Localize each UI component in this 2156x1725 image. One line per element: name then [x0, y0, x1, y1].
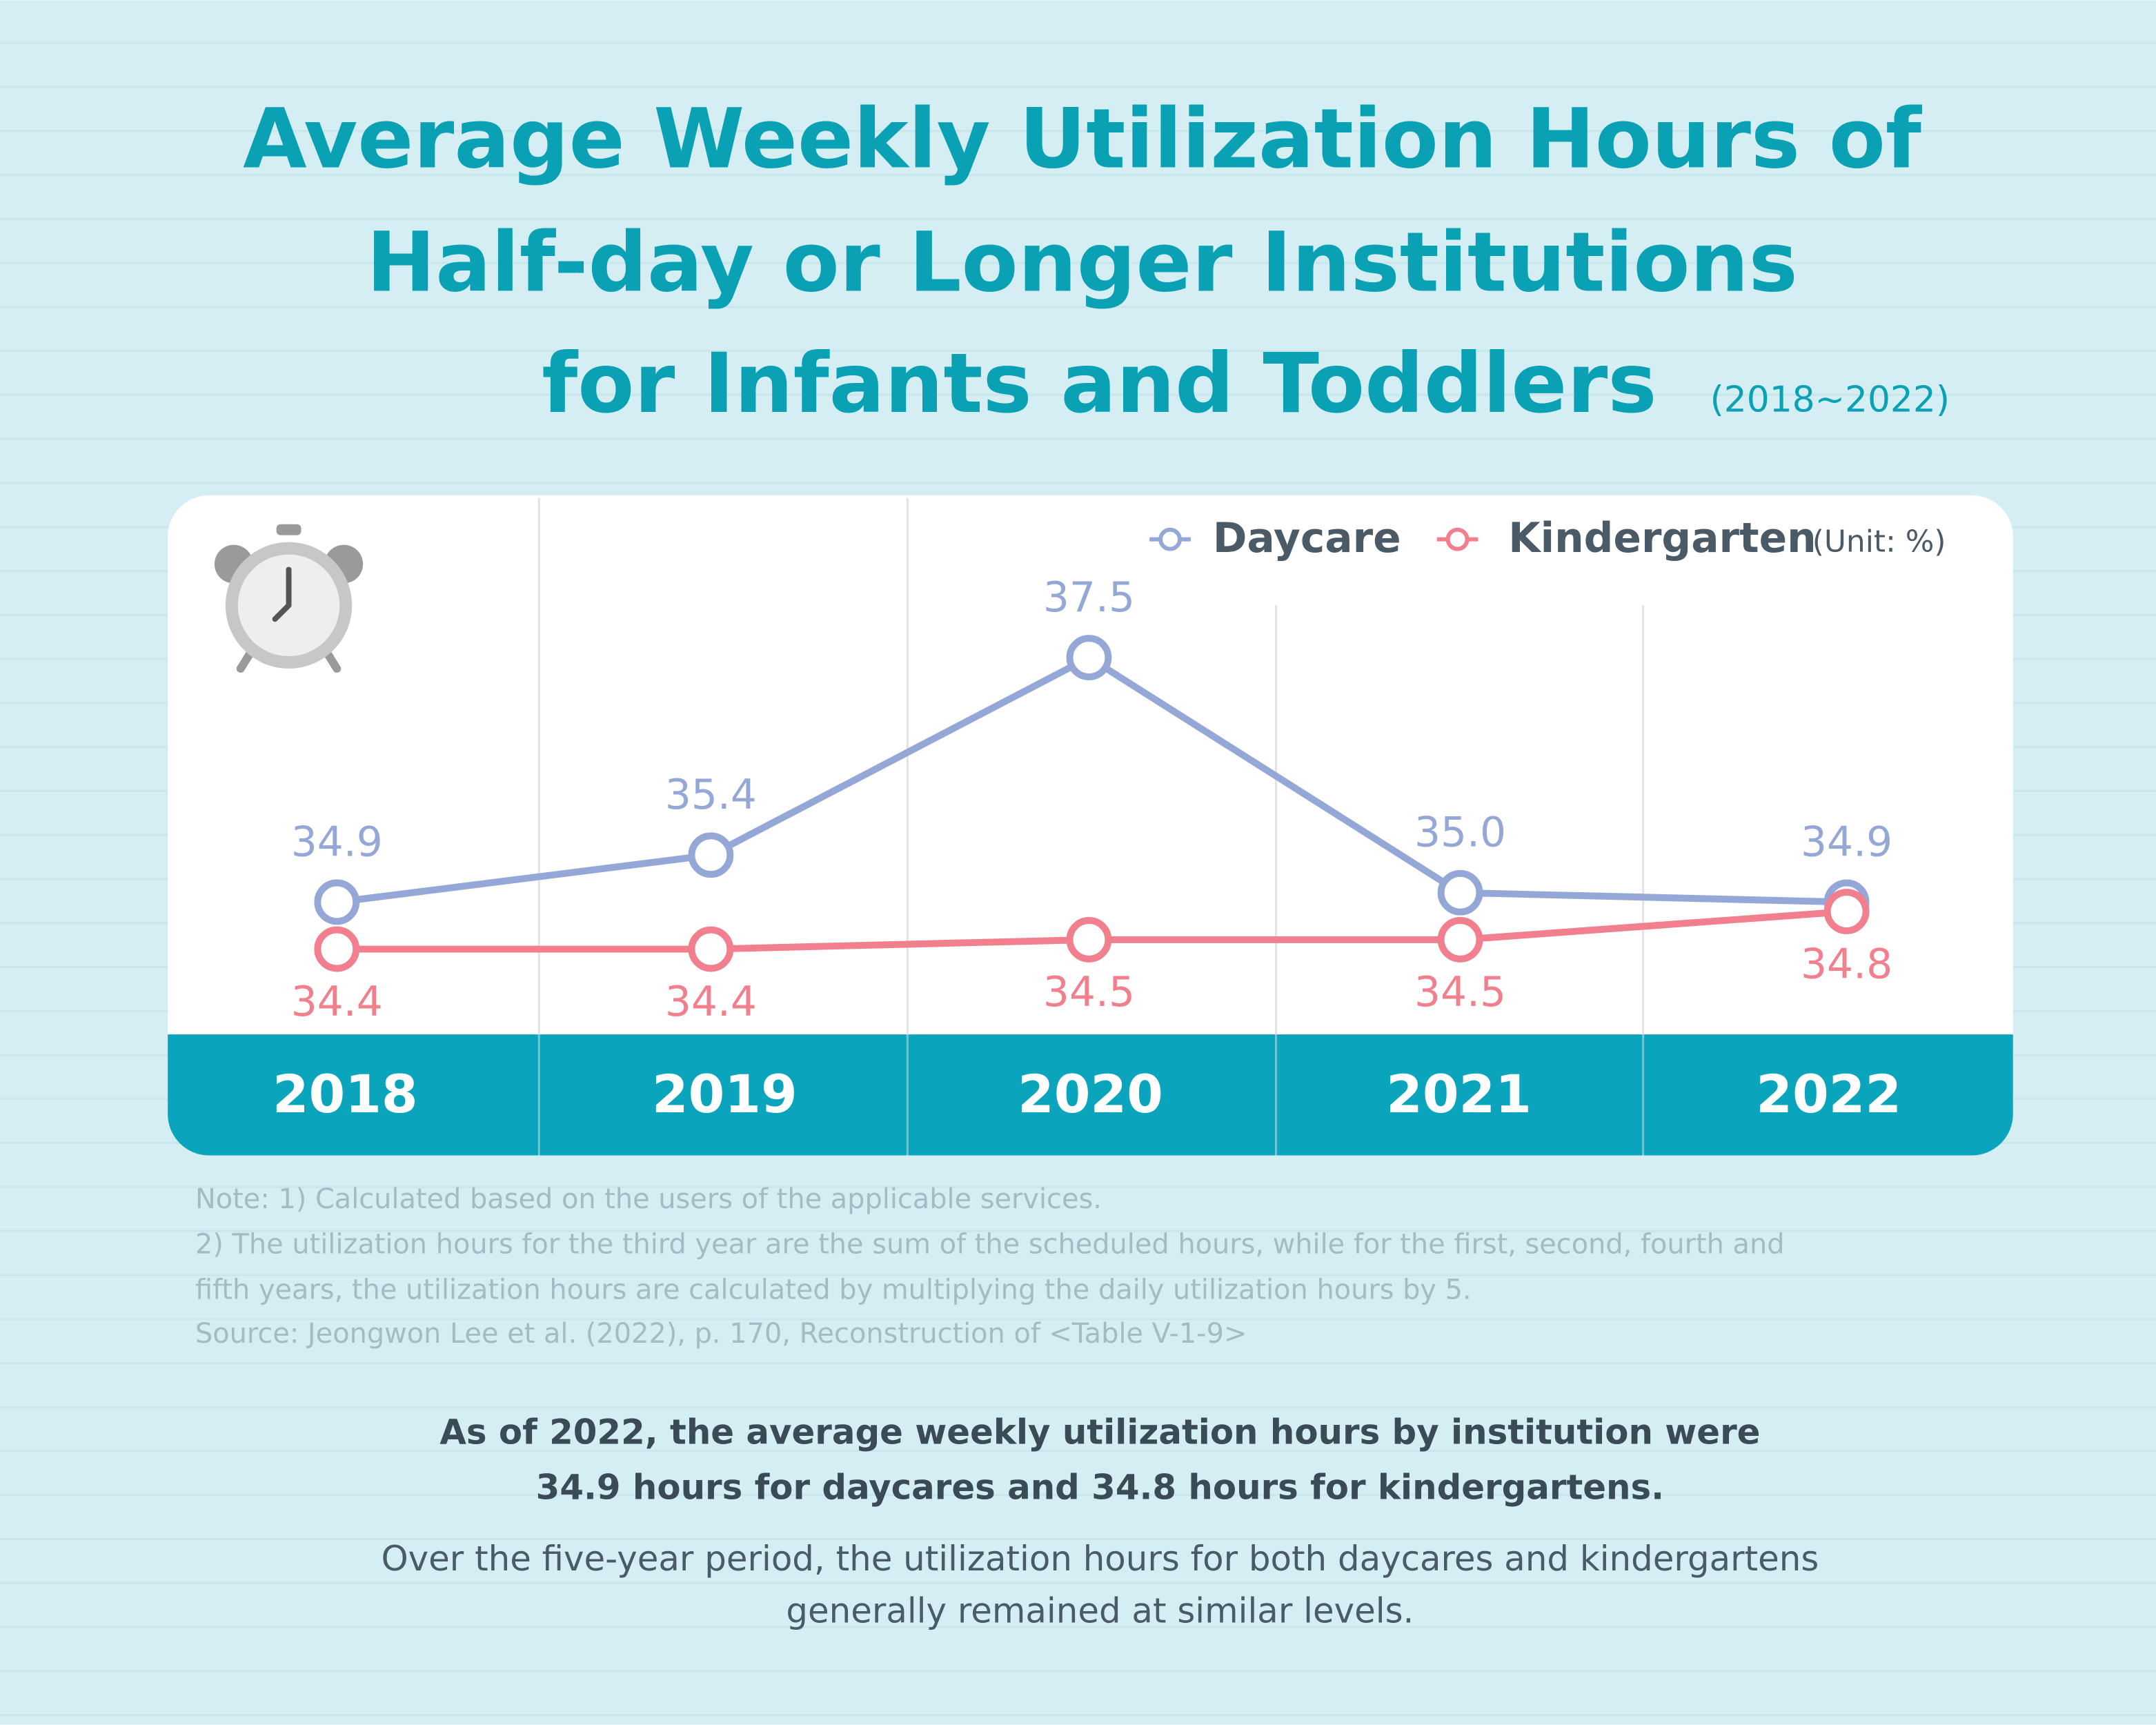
legend-marker: [1445, 527, 1470, 551]
data-point: [1066, 917, 1112, 963]
summary-body: Over the five-year period, the utilizati…: [381, 1539, 1819, 1579]
clock-icon: [214, 524, 364, 673]
separators: [537, 497, 1645, 1035]
band-separators: [537, 1034, 1645, 1156]
data-point: [1823, 889, 1870, 934]
chart-card: [168, 495, 2013, 1156]
unit-label: (Unit: %): [1812, 524, 1946, 560]
data-point: [314, 879, 360, 925]
data-label: 34.8: [1801, 940, 1892, 988]
data-point: [1437, 917, 1483, 963]
data-point: [688, 832, 734, 878]
data-label: 35.0: [1414, 809, 1506, 857]
legend-label: Kindergarten: [1508, 515, 1816, 562]
title-line: Average Weekly Utilization Hours of: [243, 91, 1923, 187]
x-tick-label: 2022: [1756, 1064, 1901, 1125]
data-label: 34.9: [291, 818, 383, 866]
note: 2) The utilization hours for the third y…: [195, 1229, 1785, 1261]
x-tick-label: 2021: [1386, 1064, 1532, 1125]
note: fifth years, the utilization hours are c…: [195, 1274, 1472, 1305]
summary-highlight: 34.9 hours for daycares and 34.8 hours f…: [536, 1467, 1664, 1507]
summary-highlight: As of 2022, the average weekly utilizati…: [439, 1412, 1760, 1452]
data-point: [1437, 869, 1483, 916]
note: Note: 1) Calculated based on the users o…: [195, 1183, 1102, 1215]
title-line: for Infants and Toddlers: [542, 336, 1656, 432]
data-label: 34.4: [291, 978, 383, 1026]
x-tick-label: 2018: [273, 1064, 418, 1125]
data-label: 34.4: [665, 978, 757, 1026]
subtitle: (2018~2022): [1710, 379, 1950, 420]
data-point: [314, 926, 360, 972]
data-label: 34.5: [1043, 969, 1135, 1016]
data-label: 34.9: [1801, 818, 1892, 866]
data-label: 37.5: [1043, 574, 1135, 622]
note: Source: Jeongwon Lee et al. (2022), p. 1…: [195, 1318, 1247, 1350]
card: [168, 495, 2013, 1156]
summary-body: generally remained at similar levels.: [786, 1591, 1414, 1631]
x-tick-label: 2019: [652, 1064, 798, 1125]
x-tick-label: 2020: [1018, 1064, 1163, 1125]
data-point: [688, 926, 734, 972]
data-label: 35.4: [665, 771, 757, 819]
legend-label: Daycare: [1213, 515, 1401, 562]
data-label: 34.5: [1414, 969, 1506, 1016]
data-point: [1066, 635, 1112, 680]
year-band: [168, 1034, 2013, 1156]
legend-marker: [1158, 527, 1182, 551]
title-line: Half-day or Longer Institutions: [366, 215, 1798, 311]
